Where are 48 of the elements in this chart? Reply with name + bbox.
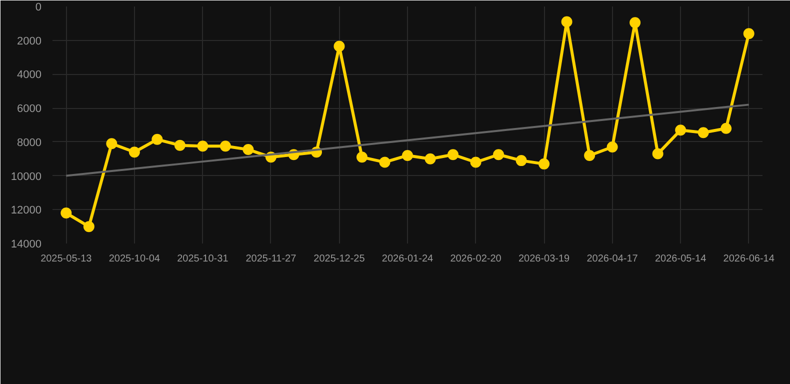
x-tick-label: 2026-01-24	[382, 254, 434, 264]
point	[379, 156, 390, 168]
point	[493, 149, 504, 160]
x-tick-label: 2026-05-14	[655, 254, 707, 264]
y-tick-label: 0	[35, 2, 42, 14]
point	[60, 208, 72, 219]
point	[402, 150, 413, 161]
point	[606, 142, 618, 152]
point	[174, 140, 186, 151]
x-tick-label: 2026-03-19	[518, 254, 570, 264]
x-tick-label: 2025-12-25	[314, 254, 366, 264]
x-tick-label: 2026-06-14	[723, 254, 775, 264]
y-tick-label: 2000	[17, 35, 42, 48]
point	[448, 149, 459, 160]
y-tick-label: 14000	[10, 238, 42, 250]
point	[470, 156, 482, 168]
point	[242, 144, 254, 156]
point	[220, 140, 231, 152]
point	[675, 124, 686, 136]
point	[106, 138, 118, 150]
line-series	[65, 104, 750, 177]
point	[516, 155, 527, 166]
point	[630, 17, 641, 28]
y-tick-label: 12000	[10, 204, 42, 217]
point	[152, 134, 163, 145]
point	[128, 146, 140, 158]
y-tick-label: 8000	[17, 136, 42, 149]
x-tick-label: 2025-11-27	[246, 254, 297, 264]
point	[720, 122, 732, 134]
point	[424, 153, 436, 164]
y-tick-label: 6000	[17, 103, 42, 116]
point	[561, 16, 572, 28]
point	[698, 127, 709, 138]
point	[584, 150, 596, 161]
point	[538, 158, 550, 170]
x-tick-label: 2025-05-13	[40, 254, 92, 264]
x-tick-label: 2025-10-31	[177, 254, 229, 264]
x-tick-label: 2025-10-04	[108, 254, 160, 264]
x-tick-label: 2026-04-17	[586, 254, 638, 264]
point	[334, 40, 345, 52]
point	[652, 148, 664, 160]
y-tick-label: 4000	[17, 69, 42, 82]
point	[743, 28, 754, 40]
point	[197, 140, 208, 152]
point	[83, 221, 94, 232]
point	[356, 152, 368, 163]
y-tick-label: 10000	[10, 170, 42, 183]
x-tick-label: 2026-02-20	[450, 254, 502, 264]
